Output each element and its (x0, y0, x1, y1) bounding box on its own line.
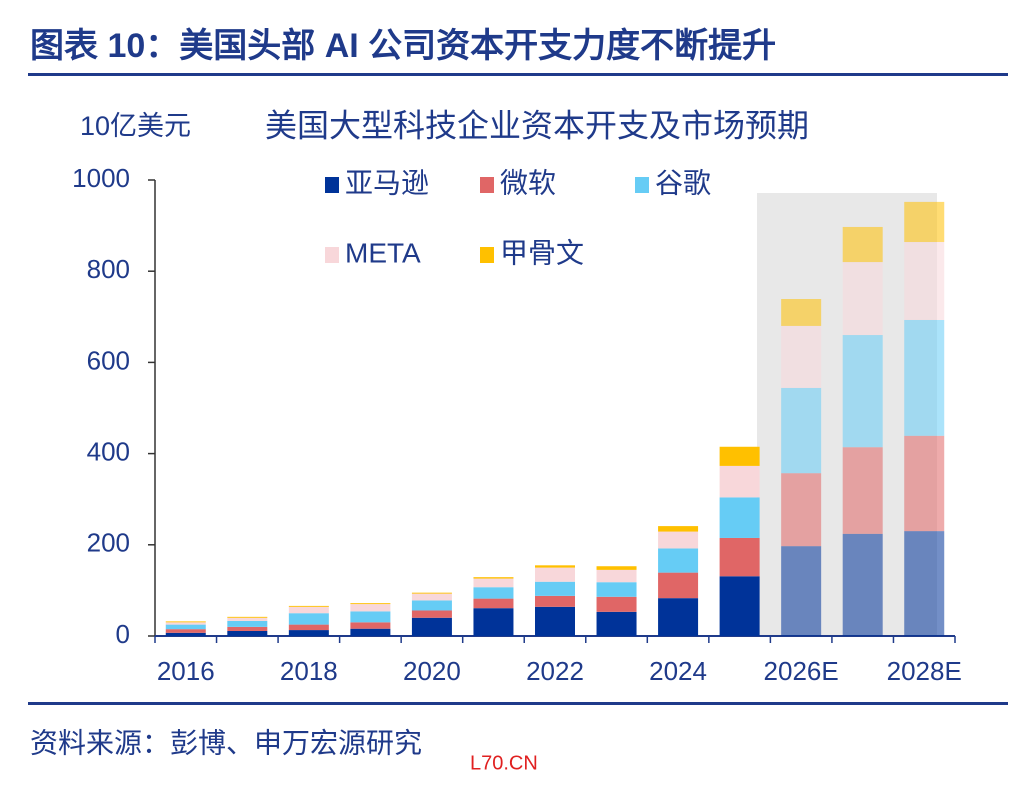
bar-segment (288, 613, 329, 625)
bar-segment (904, 435, 945, 532)
bar-segment (165, 624, 206, 630)
source-note: 资料来源：彭博、申万宏源研究 (30, 727, 422, 758)
legend-label: 甲骨文 (500, 237, 584, 268)
bar-segment (411, 593, 452, 601)
bar-segment (288, 630, 329, 636)
bar-segment (535, 567, 575, 582)
bar-segment (719, 576, 760, 636)
legend-label: META (345, 237, 421, 268)
page-title: 图表 10：美国头部 AI 公司资本开支力度不断提升 (30, 27, 776, 65)
y-tick-label: 1000 (72, 163, 130, 193)
bar-segment (350, 628, 391, 636)
bar-segment (842, 262, 883, 336)
bar-segment (781, 387, 822, 474)
x-tick-label: 2028E (887, 656, 962, 686)
bar-segment (719, 497, 760, 538)
bar-segment (350, 603, 391, 605)
bar-segment (411, 610, 452, 618)
y-tick-label: 0 (116, 619, 130, 649)
footer-rule (28, 702, 1008, 705)
bar-segment (596, 582, 637, 597)
bar-segment (842, 226, 883, 263)
bar-segment (535, 606, 575, 636)
chart-title: 美国大型科技企业资本开支及市场预期 (265, 107, 809, 143)
y-tick-label: 400 (87, 436, 130, 466)
bar-segment (904, 531, 945, 636)
bar-segment (904, 319, 945, 436)
bar-segment (596, 611, 637, 636)
x-tick-label: 2016 (157, 656, 215, 686)
bar-segment (165, 629, 206, 633)
x-tick-label: 2024 (649, 656, 707, 686)
bar-segment (842, 533, 883, 636)
bar-segment (596, 596, 637, 612)
bar-segment (719, 446, 760, 466)
bar-segment (227, 616, 268, 618)
legend-swatch (325, 247, 339, 263)
bar-segment (473, 608, 514, 636)
bar-segment (781, 325, 822, 388)
bar-segment (165, 632, 206, 636)
watermark: L70.CN (470, 752, 538, 774)
bar-segment (473, 598, 514, 609)
bar-segment (535, 565, 575, 568)
bar-segment (658, 598, 699, 636)
bar-segment (288, 606, 329, 614)
bar-segment (535, 595, 575, 607)
bar-segment (350, 622, 391, 629)
bar-segment (473, 578, 514, 588)
bar-segment (350, 604, 391, 612)
legend-swatch (480, 177, 494, 193)
bar-segment (596, 566, 637, 570)
legend-swatch (480, 247, 494, 263)
bar-segment (288, 624, 329, 631)
bar-segment (658, 572, 699, 599)
bar-segment (227, 626, 268, 631)
bar-segment (227, 617, 268, 621)
bar-segment (411, 600, 452, 611)
title-rule (28, 73, 1008, 76)
bar-segment (842, 447, 883, 534)
bar-segment (904, 242, 945, 320)
bar-segment (350, 611, 391, 623)
bar-segment (473, 577, 514, 579)
y-tick-label: 800 (87, 254, 130, 284)
bar-segment (165, 621, 206, 623)
x-tick-label: 2020 (403, 656, 461, 686)
bar-segment (719, 537, 760, 577)
legend-label: 微软 (500, 167, 556, 198)
bar-segment (842, 335, 883, 448)
bar-segment (781, 299, 822, 326)
x-tick-label: 2018 (280, 656, 338, 686)
bar-segment (288, 605, 329, 607)
bar-segment (658, 548, 699, 573)
bar-segment (473, 587, 514, 599)
legend-swatch (635, 177, 649, 193)
y-tick-label: 200 (87, 528, 130, 558)
x-tick-label: 2026E (764, 656, 839, 686)
y-axis-label: 10亿美元 (80, 111, 191, 141)
y-tick-label: 600 (87, 345, 130, 375)
bar-segment (904, 201, 945, 243)
bar-segment (411, 592, 452, 594)
bar-segment (781, 473, 822, 547)
bar-segment (227, 630, 268, 636)
bar-segment (658, 526, 699, 532)
bar-segment (781, 546, 822, 636)
legend-label: 亚马逊 (345, 167, 429, 198)
legend-swatch (325, 177, 339, 193)
bar-segment (596, 569, 637, 583)
bar-segment (535, 581, 575, 596)
x-tick-label: 2022 (526, 656, 584, 686)
bar-segment (719, 465, 760, 498)
bar-segment (165, 622, 206, 625)
bar-segment (658, 531, 699, 549)
bar-segment (227, 620, 268, 627)
bar-segment (411, 617, 452, 636)
legend-label: 谷歌 (655, 167, 711, 198)
